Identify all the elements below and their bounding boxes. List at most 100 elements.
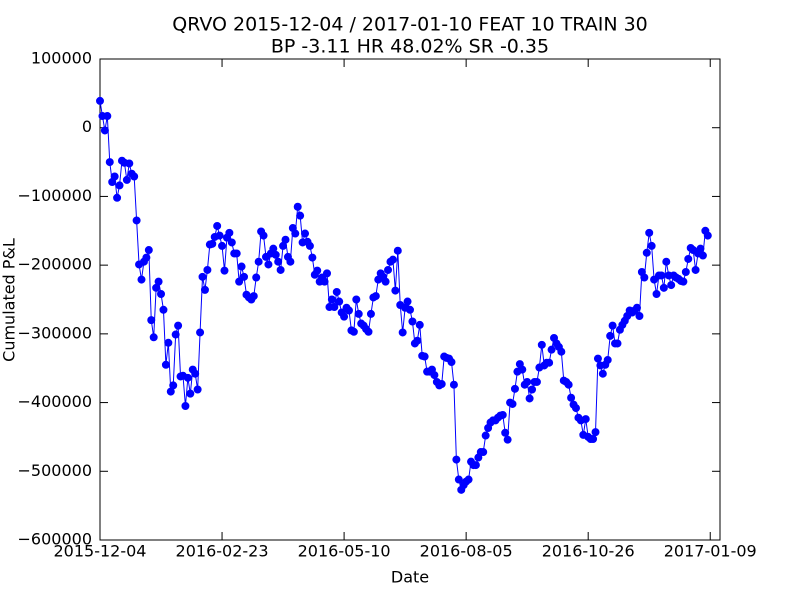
data-point <box>703 231 712 240</box>
data-point <box>183 373 192 382</box>
data-point <box>454 475 463 484</box>
data-point <box>581 415 590 424</box>
data-point <box>366 309 375 318</box>
data-point <box>313 266 322 275</box>
data-point <box>96 96 104 105</box>
data-point <box>103 112 112 121</box>
y-tick-label: 0 <box>82 117 92 136</box>
data-point <box>391 286 400 295</box>
y-axis-label: Cumulated P&L <box>0 238 19 362</box>
data-point <box>291 229 300 238</box>
data-point <box>296 211 305 220</box>
data-point <box>545 358 554 367</box>
data-point <box>137 275 146 284</box>
x-tick-label: 2016-02-23 <box>176 542 269 561</box>
data-point <box>557 347 566 356</box>
data-point <box>403 297 412 306</box>
data-point <box>274 257 283 266</box>
data-point <box>130 172 139 181</box>
x-tick-label: 2017-01-09 <box>664 542 757 561</box>
data-point <box>332 287 341 296</box>
data-point <box>215 231 224 240</box>
data-point <box>510 384 519 393</box>
data-point <box>481 431 490 440</box>
data-point <box>264 260 273 269</box>
data-point <box>498 410 507 419</box>
data-point <box>122 175 131 184</box>
data-point <box>593 354 602 363</box>
y-tick-label: −400000 <box>18 392 92 411</box>
data-point <box>200 285 209 294</box>
data-point <box>286 257 295 266</box>
data-point <box>371 292 380 301</box>
data-point <box>567 393 576 402</box>
data-point <box>193 385 202 394</box>
data-point <box>647 241 656 250</box>
y-tick-label: −100000 <box>18 186 92 205</box>
chart-subtitle: BP -3.11 HR 48.02% SR -0.35 <box>271 36 549 58</box>
data-point <box>203 265 212 274</box>
y-tick-label: 100000 <box>31 49 92 68</box>
data-point <box>635 311 644 320</box>
data-point <box>354 309 363 318</box>
data-point <box>528 385 537 394</box>
data-point <box>340 312 349 321</box>
data-point <box>100 126 109 135</box>
data-point <box>174 321 183 330</box>
data-point <box>471 461 480 470</box>
data-point <box>406 305 414 314</box>
data-point <box>147 316 156 325</box>
data-point <box>518 365 527 374</box>
data-point <box>213 221 222 230</box>
data-point <box>191 369 200 378</box>
data-point <box>523 377 532 386</box>
data-point <box>652 290 661 299</box>
data-point <box>679 277 688 286</box>
data-point <box>384 265 393 274</box>
data-point <box>645 228 654 237</box>
data-point <box>249 292 258 301</box>
data-point <box>589 434 598 443</box>
data-point <box>320 277 329 286</box>
x-tick-label: 2016-08-05 <box>420 542 513 561</box>
data-point <box>684 254 693 263</box>
y-tick-label: −200000 <box>18 255 92 274</box>
data-point <box>164 338 173 347</box>
data-point <box>293 202 302 211</box>
data-point <box>564 380 573 389</box>
data-point <box>113 193 122 202</box>
data-point <box>232 249 241 258</box>
data-point <box>254 257 263 266</box>
x-tick-label: 2015-12-04 <box>54 542 147 561</box>
data-point <box>464 475 473 484</box>
data-point <box>640 273 649 282</box>
data-point <box>225 228 234 237</box>
data-point <box>252 273 261 282</box>
data-point <box>408 317 417 326</box>
data-point <box>681 268 690 277</box>
data-point <box>198 272 207 281</box>
data-point <box>532 377 541 386</box>
data-point <box>413 336 422 345</box>
data-point <box>240 272 249 281</box>
data-point <box>691 265 700 274</box>
data-point <box>218 241 227 250</box>
data-point <box>105 158 114 167</box>
data-point <box>598 369 607 378</box>
data-point <box>508 399 517 408</box>
data-point <box>227 238 236 247</box>
data-point <box>237 262 246 271</box>
data-point <box>186 389 195 398</box>
data-point <box>144 246 153 255</box>
data-point <box>659 283 668 292</box>
data-point <box>208 239 217 248</box>
data-point <box>110 172 119 181</box>
data-point <box>606 331 615 340</box>
data-point <box>547 345 556 354</box>
data-point <box>154 277 163 286</box>
data-point <box>159 305 168 314</box>
x-tick-label: 2016-05-10 <box>298 542 391 561</box>
data-point <box>698 251 707 260</box>
data-point <box>393 246 402 255</box>
